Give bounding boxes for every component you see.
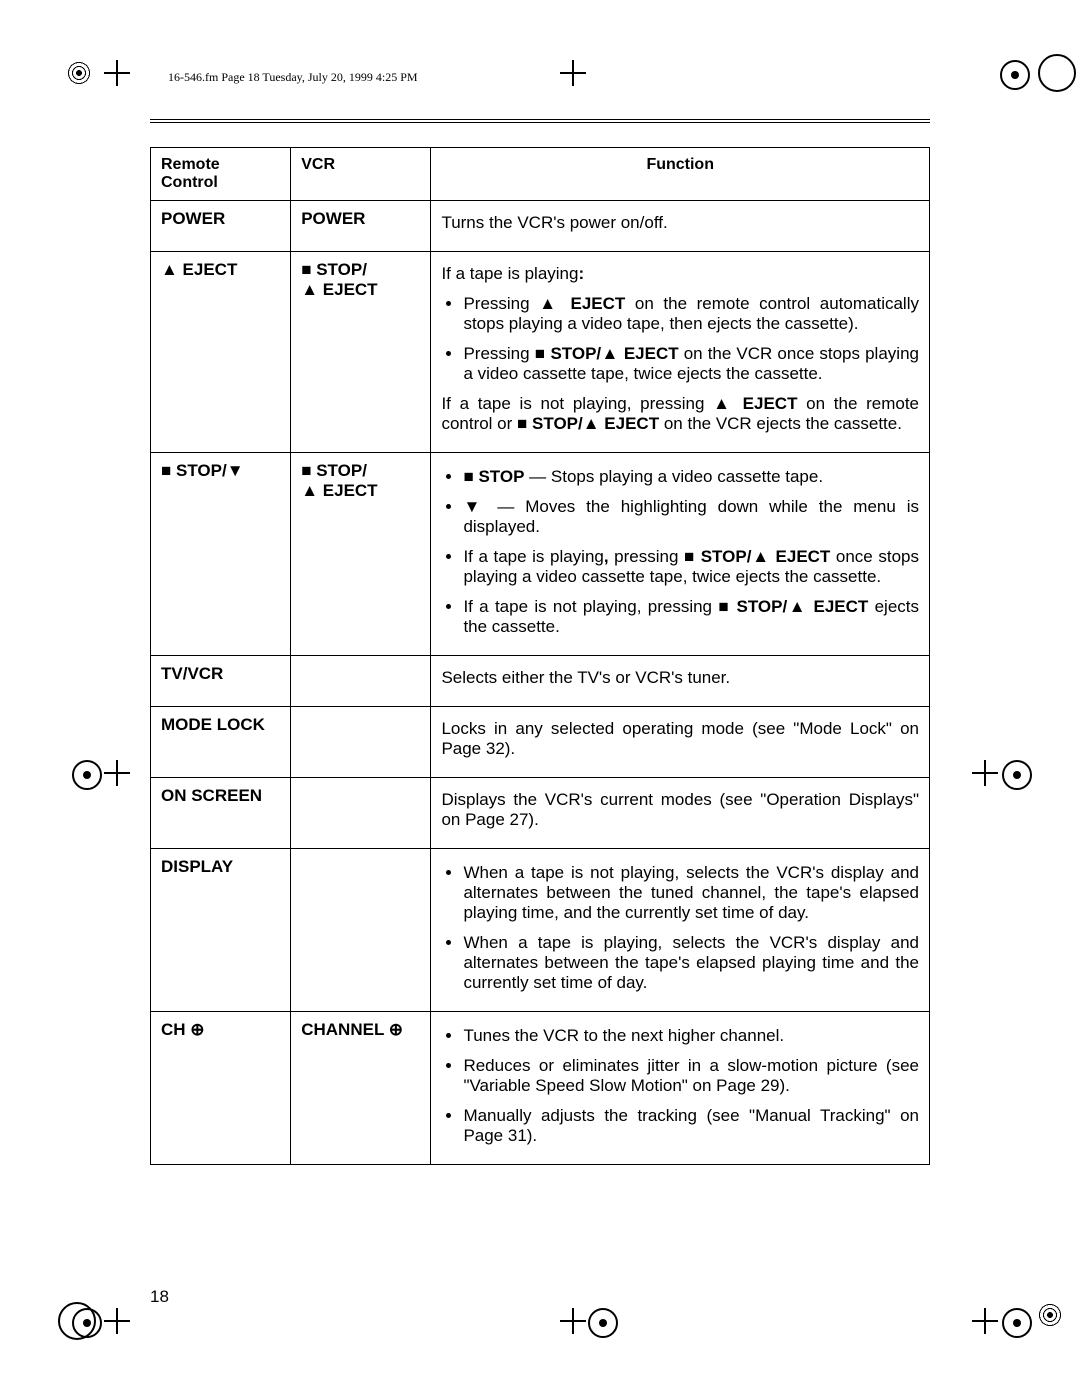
reference-table: Remote Control VCR Function POWERPOWERTu…	[150, 147, 930, 1165]
page-number: 18	[150, 1287, 169, 1307]
cell-remote: DISPLAY	[151, 849, 291, 1012]
table-row: ■ STOP/▼■ STOP/▲ EJECT■ STOP — Stops pla…	[151, 453, 930, 656]
cell-remote: CH ⊕	[151, 1012, 291, 1165]
cell-function: Turns the VCR's power on/off.	[431, 201, 930, 252]
page: 16-546.fm Page 18 Tuesday, July 20, 1999…	[0, 0, 1080, 1397]
cell-function: Selects either the TV's or VCR's tuner.	[431, 656, 930, 707]
cell-function: Locks in any selected operating mode (se…	[431, 707, 930, 778]
cell-vcr	[291, 849, 431, 1012]
table-row: MODE LOCK Locks in any selected operating…	[151, 707, 930, 778]
table-row: ON SCREEN Displays the VCR's current mode…	[151, 778, 930, 849]
cell-vcr: ■ STOP/▲ EJECT	[291, 252, 431, 453]
cell-function: When a tape is not playing, selects the …	[431, 849, 930, 1012]
cell-vcr: ■ STOP/▲ EJECT	[291, 453, 431, 656]
cell-function: ■ STOP — Stops playing a video cassette …	[431, 453, 930, 656]
table-header-row: Remote Control VCR Function	[151, 148, 930, 201]
cell-vcr: POWER	[291, 201, 431, 252]
table-row: CH ⊕CHANNEL ⊕Tunes the VCR to the next h…	[151, 1012, 930, 1165]
cell-function: If a tape is playing:Pressing ▲ EJECT on…	[431, 252, 930, 453]
cell-function: Tunes the VCR to the next higher channel…	[431, 1012, 930, 1165]
cell-function: Displays the VCR's current modes (see "O…	[431, 778, 930, 849]
table-row: DISPLAY When a tape is not playing, selec…	[151, 849, 930, 1012]
cell-remote: MODE LOCK	[151, 707, 291, 778]
page-header-line: 16-546.fm Page 18 Tuesday, July 20, 1999…	[150, 70, 930, 85]
horizontal-rule	[150, 119, 930, 123]
cell-remote: ON SCREEN	[151, 778, 291, 849]
cell-vcr: CHANNEL ⊕	[291, 1012, 431, 1165]
cell-vcr	[291, 707, 431, 778]
cell-remote: ▲ EJECT	[151, 252, 291, 453]
table-row: ▲ EJECT■ STOP/▲ EJECTIf a tape is playin…	[151, 252, 930, 453]
cell-remote: POWER	[151, 201, 291, 252]
table-body: POWERPOWERTurns the VCR's power on/off.▲…	[151, 201, 930, 1165]
table-row: TV/VCR Selects either the TV's or VCR's t…	[151, 656, 930, 707]
cell-remote: ■ STOP/▼	[151, 453, 291, 656]
cell-vcr	[291, 656, 431, 707]
cell-vcr	[291, 778, 431, 849]
col-function: Function	[431, 148, 930, 201]
cell-remote: TV/VCR	[151, 656, 291, 707]
col-remote: Remote Control	[151, 148, 291, 201]
col-vcr: VCR	[291, 148, 431, 201]
table-row: POWERPOWERTurns the VCR's power on/off.	[151, 201, 930, 252]
